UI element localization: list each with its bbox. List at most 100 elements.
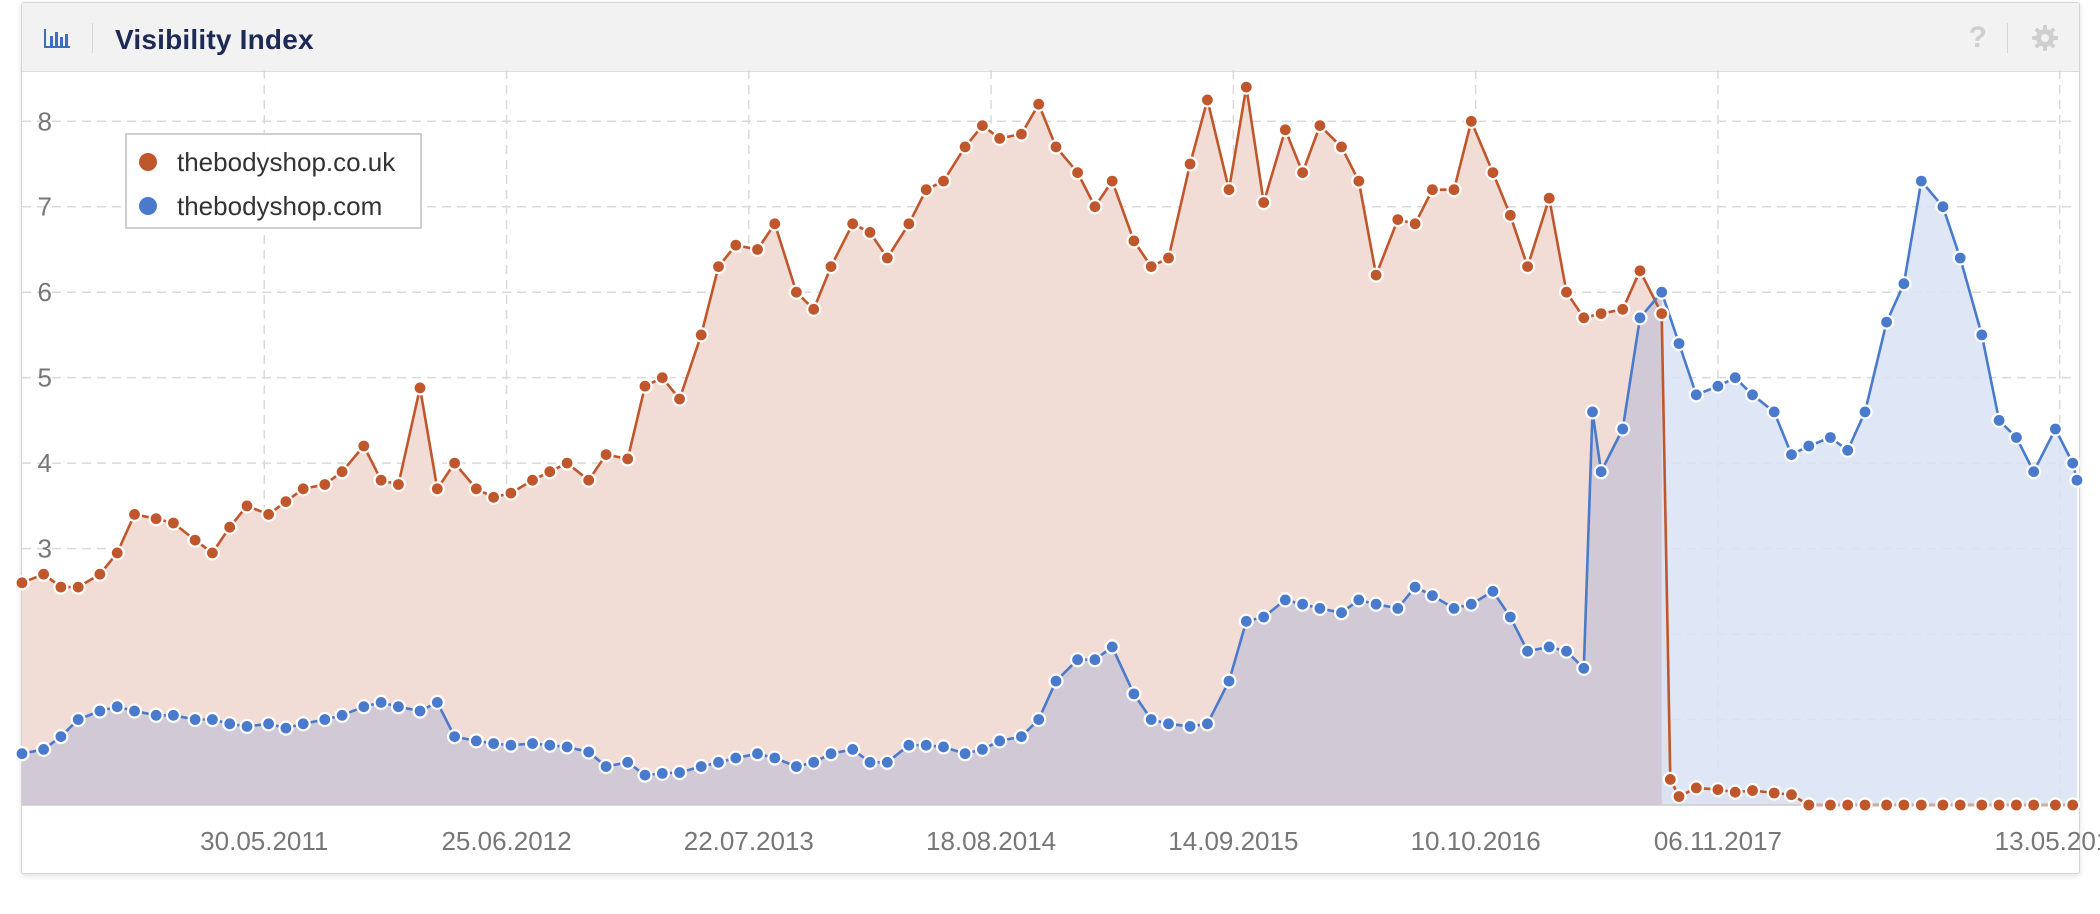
point-thebodyshop-com	[1974, 327, 1990, 343]
point-thebodyshop-co-uk	[1351, 173, 1367, 189]
point-thebodyshop-co-uk	[845, 216, 861, 232]
legend-item-com[interactable]: thebodyshop.com	[139, 191, 382, 221]
point-thebodyshop-co-uk	[222, 519, 238, 535]
point-thebodyshop-com	[1087, 652, 1103, 668]
point-thebodyshop-com	[1584, 404, 1601, 420]
point-thebodyshop-com	[1878, 314, 1895, 330]
point-thebodyshop-com	[2026, 464, 2042, 480]
point-thebodyshop-com	[1541, 639, 1557, 655]
point-thebodyshop-co-uk	[1407, 216, 1423, 232]
point-thebodyshop-co-uk	[373, 472, 389, 488]
point-thebodyshop-com	[1069, 652, 1086, 668]
point-thebodyshop-com	[412, 703, 428, 719]
point-thebodyshop-com	[957, 746, 973, 762]
point-thebodyshop-co-uk	[429, 481, 445, 497]
point-thebodyshop-com	[92, 703, 108, 719]
point-thebodyshop-co-uk	[1368, 267, 1384, 283]
bar-chart-icon[interactable]	[43, 27, 71, 49]
point-thebodyshop-co-uk	[53, 579, 69, 595]
point-thebodyshop-com	[806, 754, 822, 770]
widget-header: Visibility Index ?	[22, 3, 2079, 72]
point-thebodyshop-co-uk	[239, 498, 255, 514]
point-thebodyshop-co-uk	[126, 506, 143, 523]
point-thebodyshop-co-uk	[992, 130, 1008, 146]
point-thebodyshop-com	[598, 758, 614, 775]
point-thebodyshop-com	[1199, 716, 1216, 732]
point-thebodyshop-com	[486, 735, 502, 752]
point-thebodyshop-co-uk	[957, 139, 973, 155]
point-thebodyshop-co-uk	[918, 182, 934, 198]
point-thebodyshop-co-uk	[1485, 165, 1501, 181]
point-thebodyshop-co-uk	[1160, 250, 1177, 266]
point-thebodyshop-co-uk	[1126, 233, 1142, 249]
x-tick-label: 18.08.2014	[926, 826, 1056, 856]
point-thebodyshop-com	[1654, 284, 1670, 300]
point-thebodyshop-co-uk	[1710, 781, 1726, 798]
point-thebodyshop-co-uk	[879, 250, 895, 266]
point-thebodyshop-com	[1126, 686, 1142, 702]
point-thebodyshop-com	[1446, 600, 1462, 617]
point-thebodyshop-co-uk	[1238, 79, 1254, 95]
legend-label: thebodyshop.com	[177, 190, 383, 221]
point-thebodyshop-co-uk	[1558, 284, 1575, 300]
point-thebodyshop-co-uk	[187, 532, 203, 548]
point-thebodyshop-com	[2065, 455, 2081, 471]
point-thebodyshop-co-uk	[1991, 797, 2007, 813]
point-thebodyshop-com	[1710, 378, 1726, 394]
point-thebodyshop-co-uk	[1935, 797, 1951, 813]
point-thebodyshop-com	[845, 741, 861, 758]
point-thebodyshop-com	[1519, 643, 1536, 659]
point-thebodyshop-com	[447, 728, 463, 745]
point-thebodyshop-com	[1671, 335, 1687, 352]
point-thebodyshop-co-uk	[334, 464, 350, 480]
point-thebodyshop-co-uk	[1143, 259, 1159, 275]
header-divider-right	[2007, 23, 2008, 53]
point-thebodyshop-co-uk	[1688, 780, 1704, 796]
point-thebodyshop-com	[1013, 728, 1030, 745]
point-thebodyshop-co-uk	[1857, 797, 1873, 813]
point-thebodyshop-com	[1256, 609, 1272, 625]
point-thebodyshop-com	[1840, 442, 1856, 458]
header-divider	[92, 23, 93, 53]
point-thebodyshop-com	[1952, 250, 1968, 266]
point-thebodyshop-co-uk	[1333, 139, 1350, 155]
point-thebodyshop-co-uk	[1424, 182, 1441, 198]
point-thebodyshop-com	[1688, 387, 1704, 403]
point-thebodyshop-co-uk	[1632, 263, 1648, 279]
point-thebodyshop-com	[2008, 429, 2025, 446]
point-thebodyshop-com	[1913, 173, 1929, 189]
point-thebodyshop-com	[901, 737, 917, 753]
point-thebodyshop-co-uk	[1519, 259, 1536, 275]
point-thebodyshop-co-uk	[412, 380, 428, 396]
point-thebodyshop-com	[295, 716, 311, 732]
point-thebodyshop-co-uk	[486, 489, 502, 505]
point-thebodyshop-co-uk	[165, 515, 181, 531]
point-thebodyshop-com	[148, 707, 164, 723]
point-thebodyshop-com	[222, 716, 238, 732]
point-thebodyshop-co-uk	[671, 391, 688, 407]
area-overlap	[22, 292, 1662, 805]
point-thebodyshop-com	[1294, 596, 1311, 612]
legend-marker-com	[139, 197, 157, 215]
point-thebodyshop-co-uk	[581, 472, 597, 488]
legend-item-uk[interactable]: thebodyshop.co.uk	[139, 147, 395, 177]
point-thebodyshop-com	[1485, 583, 1501, 599]
y-tick-label: 8	[38, 106, 52, 136]
point-thebodyshop-co-uk	[1221, 182, 1237, 198]
point-thebodyshop-co-uk	[1801, 797, 1817, 813]
point-thebodyshop-co-uk	[767, 216, 783, 232]
point-thebodyshop-com	[1312, 600, 1328, 617]
point-thebodyshop-com	[1502, 609, 1518, 625]
point-thebodyshop-co-uk	[1671, 788, 1687, 805]
point-thebodyshop-com	[334, 707, 350, 723]
point-thebodyshop-co-uk	[295, 481, 311, 497]
x-tick-label: 25.06.2012	[441, 826, 571, 856]
point-thebodyshop-co-uk	[823, 259, 839, 275]
gear-icon[interactable]	[2031, 24, 2059, 52]
point-thebodyshop-com	[468, 733, 484, 749]
point-thebodyshop-com	[1463, 596, 1479, 612]
point-thebodyshop-com	[710, 754, 727, 770]
point-thebodyshop-com	[1727, 370, 1743, 386]
point-thebodyshop-co-uk	[1576, 310, 1592, 326]
help-icon[interactable]: ?	[1968, 21, 1987, 54]
